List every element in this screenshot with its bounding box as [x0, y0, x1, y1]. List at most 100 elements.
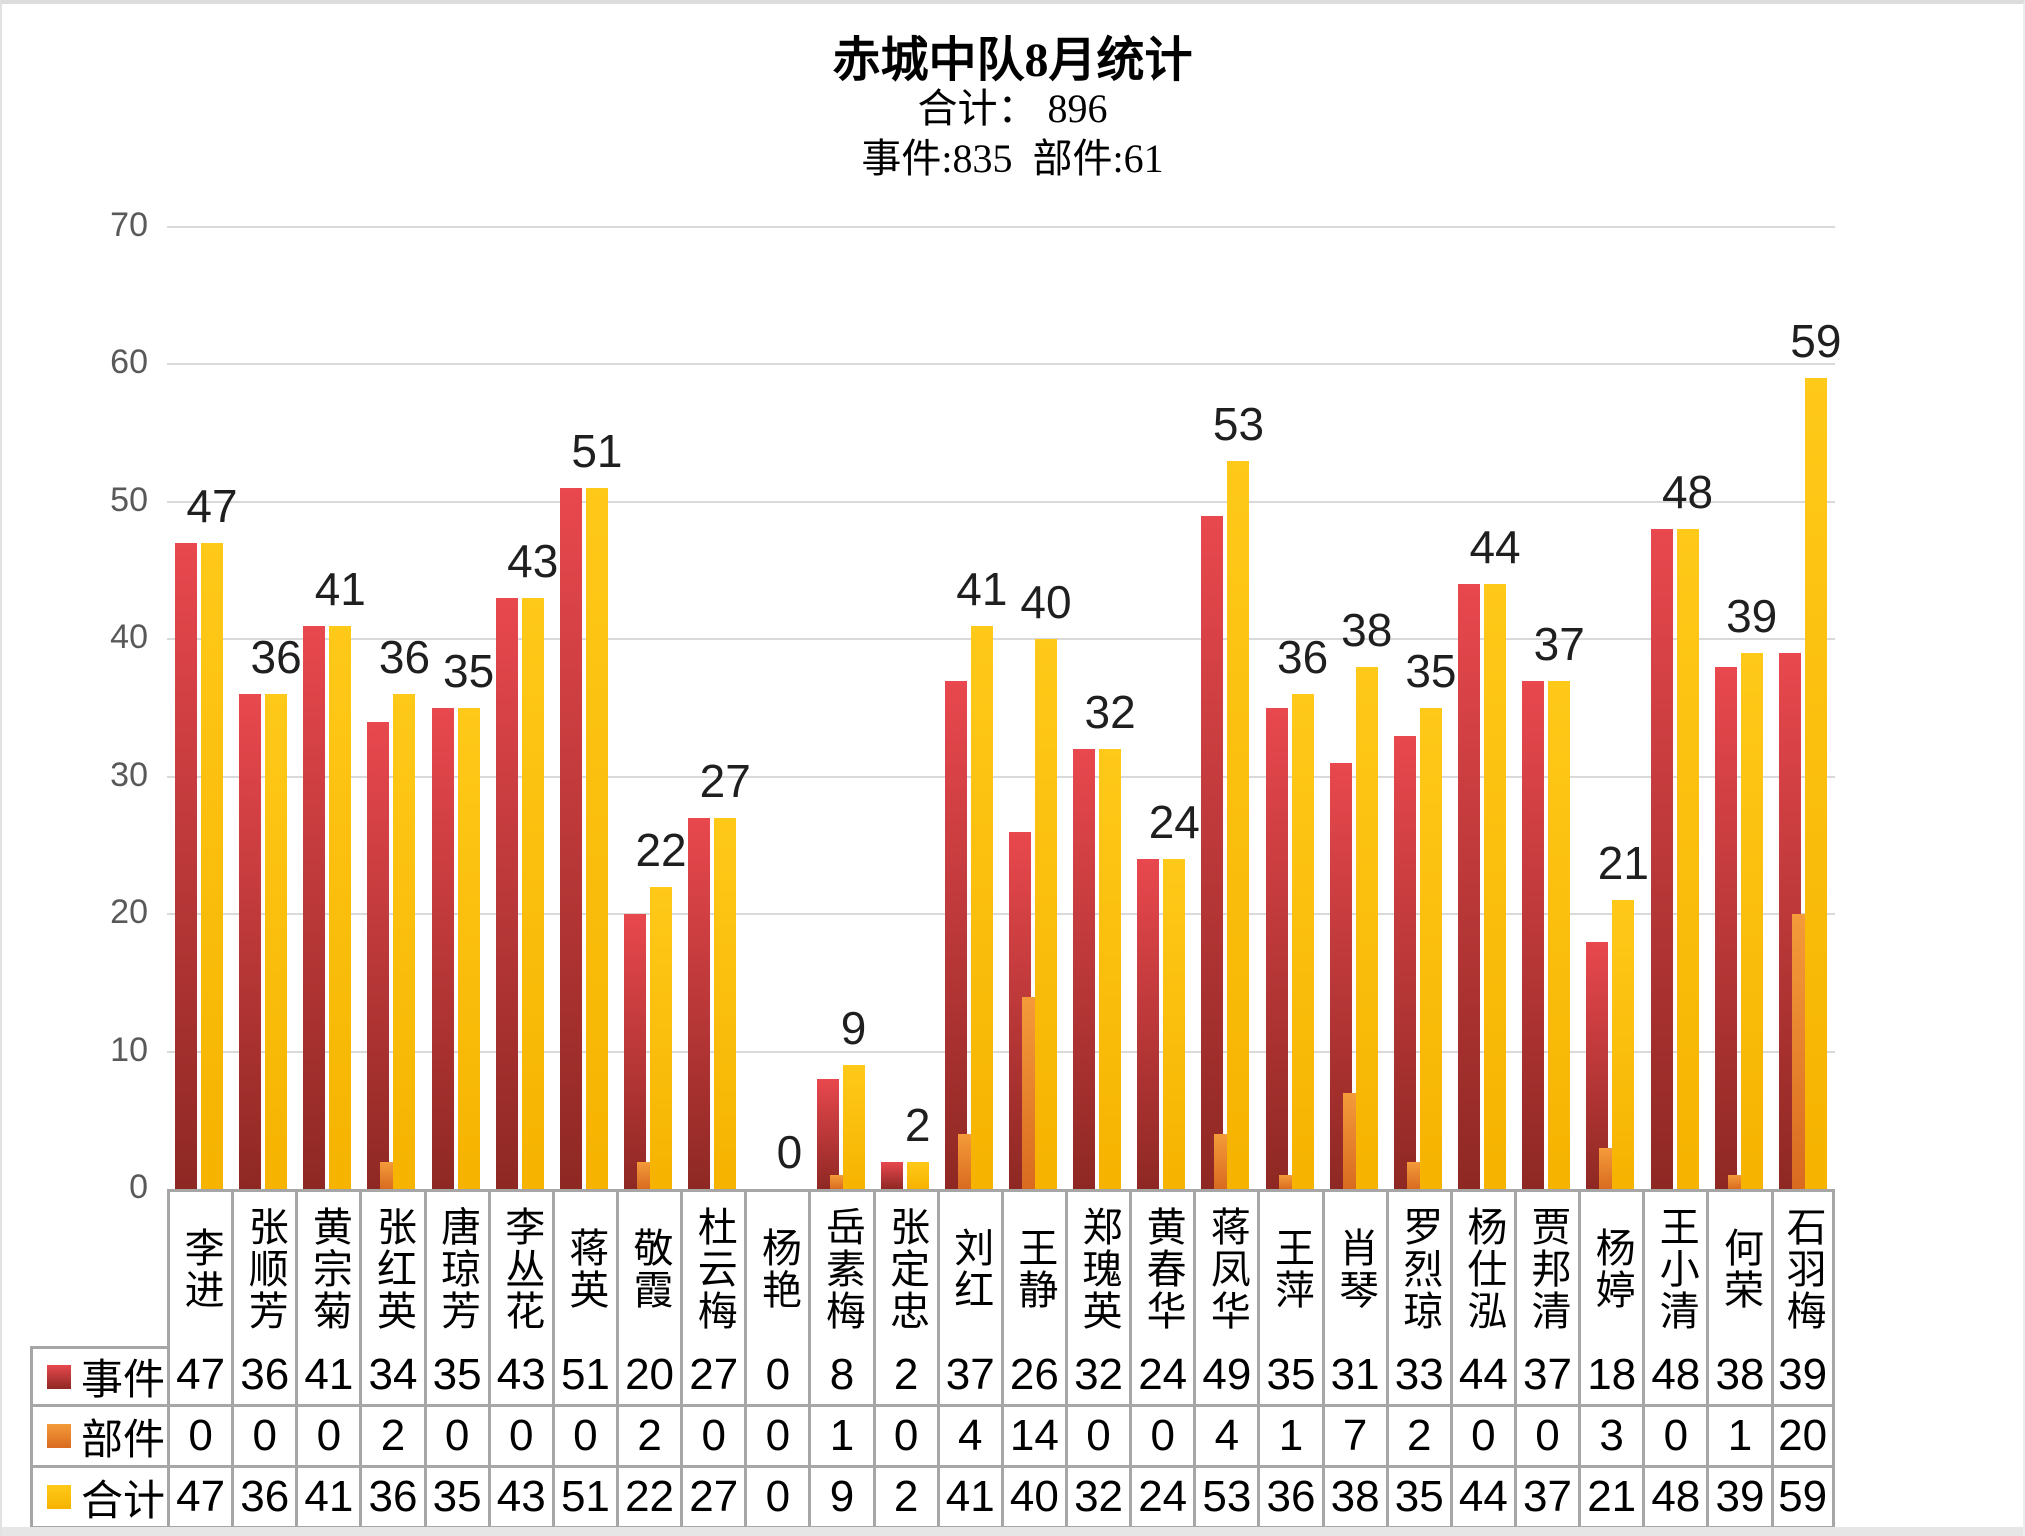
table-value-cell: 2 — [1385, 1407, 1450, 1468]
bar-events — [1458, 584, 1481, 1189]
category-name: 蒋凤华 — [1204, 1206, 1250, 1332]
bar-total — [1099, 749, 1122, 1189]
bar-value-label: 51 — [571, 425, 623, 478]
bar-group: 44 — [1458, 227, 1521, 1189]
bar-group: 35 — [431, 227, 494, 1189]
table-value-cell: 41 — [295, 1468, 360, 1529]
bar-value-label: 21 — [1597, 837, 1649, 890]
table-value-cell: 51 — [551, 1468, 616, 1529]
table-value-cell: 1 — [1706, 1407, 1771, 1468]
bar-value-label: 36 — [378, 631, 431, 684]
bar-events — [303, 625, 326, 1189]
bar-events — [688, 817, 711, 1189]
bar-total — [650, 886, 673, 1189]
y-axis-tick-label: 70 — [110, 206, 148, 244]
table-value-cell: 39 — [1706, 1468, 1771, 1529]
bar-total — [521, 598, 544, 1189]
bar-total — [1355, 666, 1378, 1189]
gridline — [167, 500, 1835, 503]
bar-group: 27 — [688, 227, 751, 1189]
bar-total — [1291, 694, 1314, 1189]
bar-group: 38 — [1329, 227, 1392, 1189]
table-value-cell: 49 — [1193, 1346, 1258, 1407]
category-group: 40 — [1001, 227, 1072, 1189]
category-group: 36 — [1258, 227, 1328, 1189]
bar-value-label: 40 — [1020, 576, 1072, 629]
bar-parts — [1022, 996, 1035, 1189]
bar-total — [265, 694, 288, 1189]
bar-parts — [1342, 1092, 1356, 1189]
category-name: 敬霞 — [627, 1227, 673, 1311]
category-name-cell: 杜云梅 — [680, 1192, 744, 1346]
bar-total — [1548, 680, 1571, 1189]
bar-events — [944, 680, 967, 1189]
bar-events — [431, 708, 454, 1189]
bar-total — [1227, 460, 1250, 1189]
bar-group: 43 — [495, 227, 558, 1189]
bar-value-label: 35 — [443, 645, 495, 697]
category-name-cell: 李丛花 — [487, 1192, 552, 1346]
category-name: 石羽梅 — [1780, 1206, 1826, 1332]
bar-group: 32 — [1073, 227, 1136, 1189]
bar-group: 59 — [1778, 227, 1841, 1189]
category-name: 李丛花 — [499, 1206, 545, 1332]
category-name: 郑瑰英 — [1076, 1206, 1122, 1332]
bar-group: 37 — [1522, 227, 1585, 1189]
category-group: 37 — [1514, 227, 1585, 1189]
table-value-cell: 14 — [1000, 1407, 1065, 1468]
table-value-cell: 0 — [1064, 1407, 1130, 1468]
table-value-cell: 7 — [1321, 1407, 1386, 1468]
table-value-cell: 0 — [1129, 1407, 1194, 1468]
table-value-cell: 51 — [551, 1346, 616, 1407]
bar-group: 21 — [1586, 227, 1649, 1189]
bar-total — [906, 1161, 929, 1189]
bar-value-label: 37 — [1533, 617, 1585, 670]
bar-value-label: 41 — [956, 562, 1008, 615]
category-name-cell: 蒋英 — [551, 1192, 616, 1346]
chart-title: 赤城中队8月统计 — [832, 34, 1193, 87]
category-name: 杨婷 — [1589, 1227, 1635, 1311]
bar-group: 22 — [624, 227, 687, 1189]
table-value-cell: 0 — [295, 1407, 360, 1468]
bar-value-label: 22 — [635, 823, 687, 876]
bar-group: 36 — [1265, 227, 1328, 1189]
category-group: 39 — [1707, 227, 1777, 1189]
bar-value-label: 27 — [699, 754, 751, 807]
legend-cell: 事件 — [30, 1346, 167, 1407]
category-name-cell: 肖琴 — [1321, 1192, 1386, 1346]
bar-value-label: 48 — [1661, 466, 1714, 519]
bar-group: 36 — [367, 227, 430, 1189]
bar-parts — [1791, 914, 1805, 1189]
legend-label: 部件 — [81, 1417, 166, 1464]
bar-parts — [957, 1134, 971, 1189]
legend-swatch — [47, 1424, 71, 1448]
bar-total — [457, 708, 480, 1189]
bar-events — [239, 694, 262, 1189]
bar-parts — [829, 1175, 843, 1189]
bar-total — [1804, 378, 1827, 1189]
data-table: 事件 47 36 41 34 35 43 51 20 27 0 8 2 37 26 32 24 49 35 31 33 4… — [30, 1346, 1835, 1529]
category-name: 王小清 — [1653, 1206, 1699, 1332]
y-axis-tick-label: 40 — [110, 618, 148, 657]
bar-total — [393, 694, 416, 1189]
table-value-cell: 33 — [1385, 1346, 1450, 1407]
table-value-cell: 48 — [1642, 1468, 1707, 1529]
bar-events — [559, 488, 582, 1189]
table-value-cell: 35 — [423, 1468, 488, 1529]
bar-events — [1586, 941, 1609, 1189]
bar-events — [1714, 666, 1737, 1189]
bar-total — [1035, 639, 1057, 1189]
bar-events — [880, 1161, 903, 1189]
bar-group: 48 — [1650, 227, 1713, 1189]
y-axis-tick-label: 60 — [110, 343, 148, 382]
gridline — [167, 775, 1835, 778]
bar-value-label: 9 — [840, 1002, 867, 1055]
category-group: 2 — [873, 227, 937, 1189]
category-group: 36 — [359, 227, 430, 1189]
category-name-cell: 郑瑰英 — [1064, 1192, 1129, 1346]
category-name-cell: 敬霞 — [615, 1192, 680, 1346]
bar-events — [495, 598, 518, 1189]
bar-group: 35 — [1393, 227, 1457, 1189]
table-value-cell: 39 — [1770, 1346, 1835, 1407]
category-name: 岳素梅 — [819, 1206, 865, 1332]
